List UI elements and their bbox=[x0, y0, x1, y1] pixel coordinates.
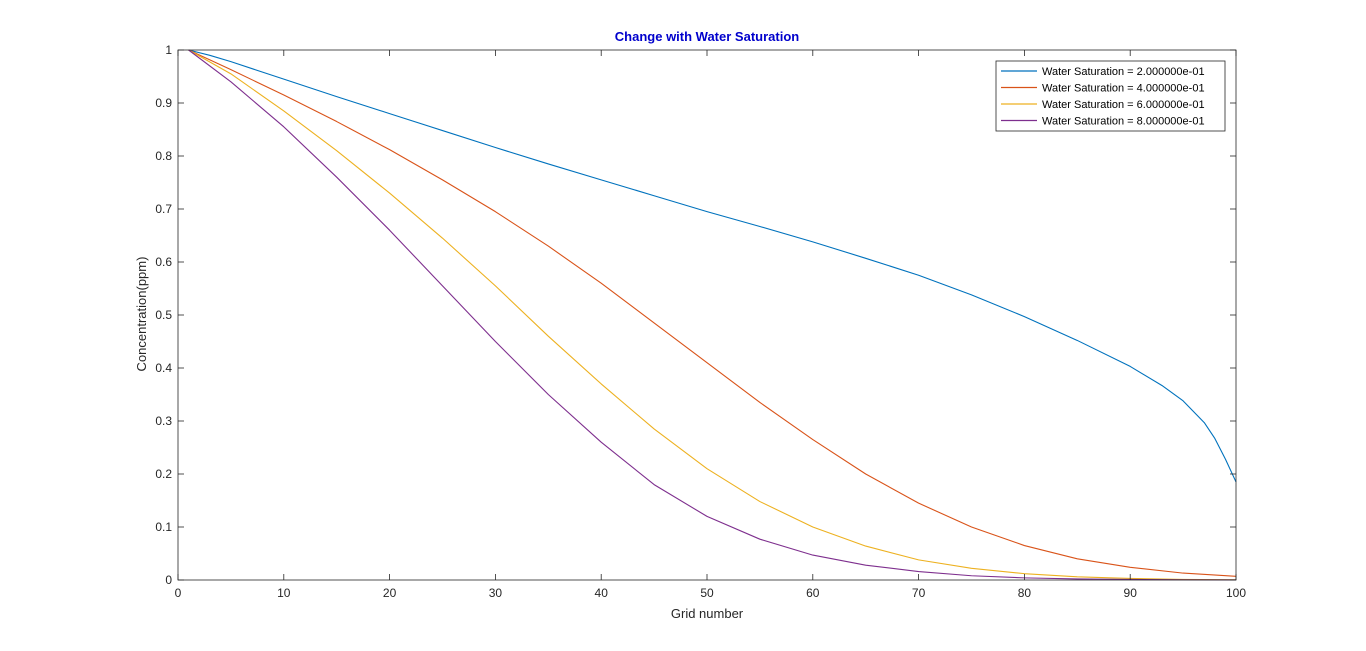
x-tick-label: 20 bbox=[383, 586, 397, 600]
y-tick-label: 0.5 bbox=[155, 308, 172, 322]
y-tick-label: 0.2 bbox=[155, 467, 172, 481]
y-tick-label: 0 bbox=[165, 573, 172, 587]
legend: Water Saturation = 2.000000e-01 Water Sat… bbox=[995, 60, 1226, 132]
y-tick-label: 0.8 bbox=[155, 149, 172, 163]
plot-area bbox=[178, 50, 1236, 580]
x-axis-label: Grid number bbox=[671, 606, 744, 621]
y-tick-label: 0.3 bbox=[155, 414, 172, 428]
y-tick-label: 0.7 bbox=[155, 202, 172, 216]
series-line-1 bbox=[188, 49, 1237, 483]
series-line-4 bbox=[188, 49, 1237, 581]
x-tick-label: 80 bbox=[1018, 586, 1032, 600]
x-tick-label: 40 bbox=[595, 586, 609, 600]
x-tick-label: 70 bbox=[912, 586, 926, 600]
x-tick-label: 30 bbox=[489, 586, 503, 600]
axes-layer: 0 10 20 30 40 50 60 70 80 90 100 0 0.1 0.2 0.3 0.4 0.5 0.… bbox=[155, 43, 1246, 600]
y-tick-label: 0.1 bbox=[155, 520, 172, 534]
x-tick-label: 0 bbox=[175, 586, 182, 600]
legend-label-4: Water Saturation = 8.000000e-01 bbox=[1042, 116, 1205, 128]
series-line-2 bbox=[188, 49, 1237, 577]
y-tick-label: 0.9 bbox=[155, 96, 172, 110]
series-layer bbox=[188, 49, 1237, 581]
y-tick-label: 0.6 bbox=[155, 255, 172, 269]
y-tick-label: 0.4 bbox=[155, 361, 172, 375]
legend-label-3: Water Saturation = 6.000000e-01 bbox=[1042, 99, 1205, 111]
x-tick-label: 90 bbox=[1124, 586, 1138, 600]
legend-box bbox=[995, 60, 1226, 132]
legend-label-1: Water Saturation = 2.000000e-01 bbox=[1042, 66, 1205, 78]
legend-label-2: Water Saturation = 4.000000e-01 bbox=[1042, 83, 1205, 95]
x-tick-label: 60 bbox=[806, 586, 820, 600]
series-line-3 bbox=[188, 49, 1237, 581]
y-tick-label: 1 bbox=[165, 43, 172, 57]
chart-title: Change with Water Saturation bbox=[615, 29, 799, 44]
x-tick-label: 100 bbox=[1226, 586, 1246, 600]
x-tick-label: 10 bbox=[277, 586, 291, 600]
plot-background bbox=[178, 50, 1236, 580]
y-axis-label: Concentration(ppm) bbox=[134, 257, 149, 372]
x-tick-label: 50 bbox=[700, 586, 714, 600]
